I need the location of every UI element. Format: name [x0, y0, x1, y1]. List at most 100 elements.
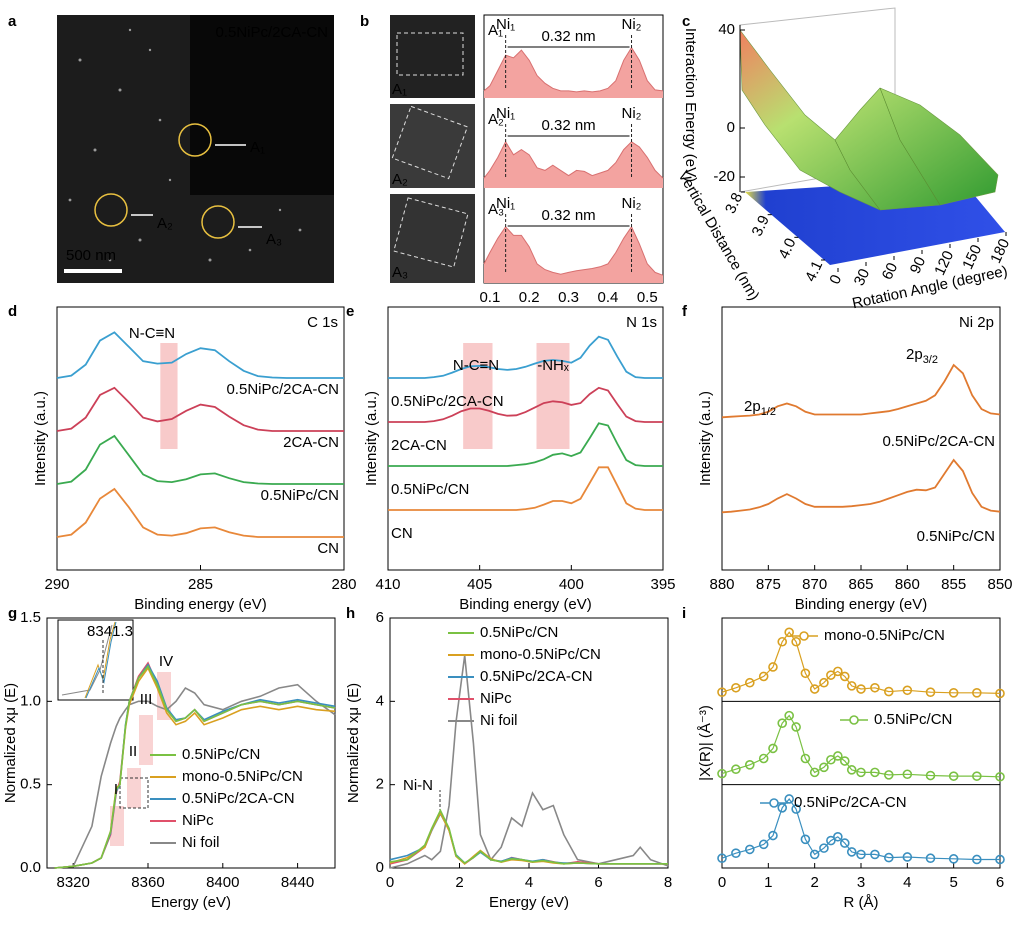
panel-title: N 1s [626, 314, 657, 331]
annotation: III [140, 691, 153, 708]
legend-label: 0.5NiPc/CN [480, 624, 558, 641]
data-point [948, 688, 959, 698]
data-line [721, 458, 1001, 514]
panel-title: Ni 2p [959, 314, 994, 331]
data-point [846, 681, 857, 691]
data-point [791, 636, 801, 647]
data-point [883, 852, 894, 863]
series-label: 0.5NiPc/CN [917, 528, 995, 545]
x-tick-label: 6 [996, 874, 1004, 891]
legend-label: mono-0.5NiPc/CN [824, 627, 945, 644]
legend-marker [799, 631, 809, 641]
y-tick-label: 6 [376, 609, 384, 626]
x-tick-label: 60 [879, 260, 901, 282]
panel-letter: h [346, 605, 355, 622]
annotation-main: 2p [744, 398, 761, 415]
peak-label: Ni₁ [496, 105, 515, 122]
data-line [388, 422, 663, 467]
data-line [54, 683, 336, 869]
panel-letter: i [682, 605, 686, 622]
y-axis-label: Intensity (a.u.) [32, 391, 49, 486]
data-point [972, 688, 982, 698]
x-tick-label: 6 [594, 874, 602, 891]
y-tick-label: 4.1 [802, 258, 826, 284]
x-tick-label: 90 [907, 254, 929, 276]
x-tick-label: 2 [810, 874, 818, 891]
data-point [800, 668, 811, 679]
peak-annotation: 2p1/2 [744, 398, 776, 418]
data-point [839, 838, 850, 848]
data-point [819, 677, 829, 688]
peak-label: Ni₂ [622, 16, 642, 33]
annotation: Ni-N [403, 777, 433, 794]
data-point [791, 722, 801, 732]
data-point [846, 765, 857, 775]
panel-letter: a [8, 13, 17, 30]
z-tick-label: -20 [713, 168, 735, 185]
data-point [819, 762, 829, 773]
series-label: 0.5NiPc/2CA-CN [391, 393, 504, 410]
data-point [948, 771, 959, 781]
series-label: 0.5NiPc/2CA-CN [882, 433, 995, 450]
y-axis-label: Intensity (a.u.) [697, 391, 714, 486]
legend-label: 0.5NiPc/2CA-CN [182, 790, 295, 807]
x-tick-label: 0 [386, 874, 394, 891]
x-tick-label: 0.4 [597, 289, 618, 306]
image-label: A₁ [392, 81, 407, 98]
data-line [56, 487, 344, 538]
legend-label: Ni foil [182, 834, 220, 851]
x-tick-label: 2 [455, 874, 463, 891]
data-point [833, 751, 843, 761]
data-point [800, 753, 811, 764]
data-point [758, 753, 769, 764]
x-tick-label: 0 [826, 272, 845, 287]
highlight-band [160, 343, 178, 449]
x-axis-label: R (Å) [844, 894, 879, 911]
x-tick-label: 0 [718, 874, 726, 891]
data-line [389, 809, 668, 865]
data-line [56, 386, 344, 432]
data-point [870, 849, 880, 860]
profile-line [483, 46, 664, 93]
data-point [768, 662, 778, 672]
profile-label: A₂ [488, 111, 504, 128]
legend-marker [769, 798, 779, 808]
x-axis-label: Binding energy (eV) [795, 596, 928, 613]
data-point [768, 830, 778, 841]
y-tick-label: 1.5 [20, 609, 41, 626]
legend-label: 0.5NiPc/CN [874, 711, 952, 728]
distance-label: 0.32 nm [541, 117, 595, 134]
x-tick-label: 8320 [56, 874, 89, 891]
micrograph-dark-region [190, 15, 334, 195]
series-label: CN [317, 540, 339, 557]
x-tick-label: 0.3 [558, 289, 579, 306]
x-tick-label: 410 [375, 576, 400, 593]
legend-marker [849, 715, 859, 725]
data-point [819, 843, 829, 853]
y-axis-label: Vertical Distance (nm) [674, 168, 762, 304]
legend-label: NiPc [480, 690, 512, 707]
data-point [744, 677, 755, 688]
z-tick-label: 40 [718, 21, 735, 38]
data-point [972, 854, 982, 865]
x-tick-label: 280 [331, 576, 356, 593]
marker-circle [178, 123, 212, 157]
series-label: 0.5NiPc/2CA-CN [226, 381, 339, 398]
x-axis-label: Binding energy (eV) [134, 596, 267, 613]
data-point [717, 853, 727, 864]
marker-circle [94, 193, 128, 227]
annotation: I [114, 781, 118, 798]
peak-label: Ni₂ [622, 105, 642, 122]
x-tick-label: 855 [941, 576, 966, 593]
data-point [856, 684, 866, 694]
data-line [56, 434, 344, 485]
y-axis-label: |X(R)| (Å⁻³) [697, 705, 714, 781]
x-tick-label: 0.1 [479, 289, 500, 306]
annotation: IV [159, 653, 173, 670]
y-tick-label: 4.0 [775, 236, 799, 262]
x-tick-label: 880 [709, 576, 734, 593]
marker-label: A₃ [266, 231, 282, 248]
data-point [768, 743, 778, 754]
data-point [717, 768, 727, 779]
x-tick-label: 395 [650, 576, 675, 593]
